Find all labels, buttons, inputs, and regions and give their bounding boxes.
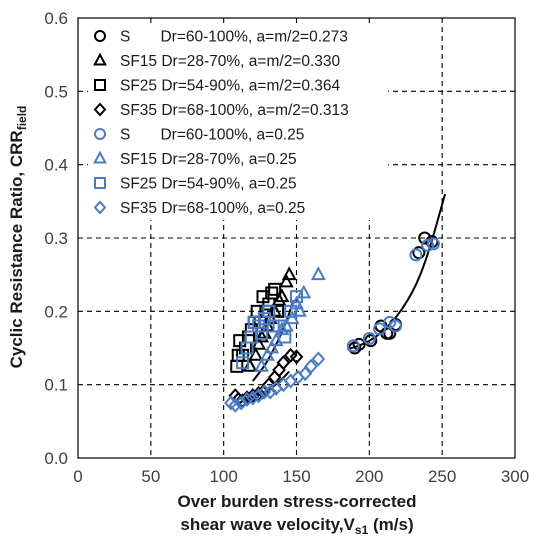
point-diamond-blue — [240, 391, 254, 407]
data-points — [224, 231, 440, 413]
point-triangle-blue — [264, 339, 280, 354]
y-tick-label: 0.1 — [44, 376, 68, 395]
y-tick-label: 0.3 — [44, 229, 68, 248]
point-triangle-blue — [278, 317, 294, 332]
point-diamond-blue — [251, 388, 266, 404]
legend-entry: S Dr=60-100%, a=0.25 — [120, 127, 304, 144]
point-square-black — [265, 286, 279, 300]
point-triangle-black — [281, 266, 297, 281]
point-circle-blue — [426, 237, 440, 251]
point-diamond-blue — [234, 395, 248, 411]
point-square-blue — [284, 304, 298, 318]
x-tick-label: 100 — [209, 467, 237, 486]
x-tick-label: 250 — [428, 467, 456, 486]
x-tick-labels: 0 50 100 150 200 250 300 — [73, 467, 529, 486]
legend-entry: SF35 Dr=68-100%, a=0.25 — [120, 200, 305, 217]
legend: S Dr=60-100%, a=m/2=0.273 SF15 Dr=28-70%,… — [88, 24, 388, 220]
point-triangle-blue — [310, 266, 326, 281]
legend-entry: SF15 Dr=28-70%, a=0.25 — [120, 151, 297, 168]
point-diamond-blue — [228, 397, 243, 413]
point-diamond-blue — [298, 366, 313, 382]
x-tick-label: 0 — [73, 467, 82, 486]
legend-marker-square-black — [94, 79, 106, 91]
legend-marker-triangle-blue — [93, 150, 107, 164]
point-circle-blue — [346, 339, 360, 353]
y-tick-label: 0.2 — [44, 302, 68, 321]
point-diamond-blue — [304, 358, 318, 374]
point-square-blue — [236, 356, 250, 370]
y-tick-label: 0.0 — [44, 449, 68, 468]
y-tick-label: 0.6 — [44, 9, 68, 28]
point-square-black — [268, 282, 282, 296]
point-triangle-blue — [259, 346, 275, 361]
y-tick-label: 0.5 — [44, 82, 68, 101]
point-square-black — [271, 304, 285, 318]
point-circle-black — [352, 337, 366, 351]
point-diamond-black — [276, 355, 291, 371]
point-triangle-black — [278, 273, 294, 288]
point-diamond-black — [289, 349, 304, 365]
point-diamond-blue — [245, 390, 260, 406]
point-circle-blue — [373, 322, 387, 336]
point-diamond-blue — [257, 384, 272, 400]
legend-entry: SF25 Dr=54-90%, a=m/2=0.364 — [120, 78, 341, 95]
point-square-blue — [262, 304, 276, 318]
point-circle-blue — [421, 238, 435, 252]
point-diamond-black — [251, 385, 266, 402]
point-triangle-black — [242, 357, 258, 372]
legend-marker-circle-blue — [94, 128, 106, 140]
y-tick-label: 0.4 — [44, 156, 68, 175]
legend-entry: SF35 Dr=68-100%, a=m/2=0.313 — [120, 102, 349, 119]
y-axis-title: Cyclic Resistance Ratio, CRRfield — [7, 106, 29, 369]
legend-entry: SF15 Dr=28-70%, a=m/2=0.330 — [120, 53, 341, 70]
y-tick-labels: 0.0 0.1 0.2 0.3 0.4 0.5 0.6 — [44, 9, 68, 468]
point-circle-blue — [409, 248, 423, 262]
legend-marker-square-blue — [94, 177, 106, 189]
point-triangle-blue — [254, 357, 269, 372]
point-square-blue — [257, 312, 271, 326]
point-diamond-black — [245, 388, 260, 404]
point-diamond-blue — [311, 351, 326, 367]
x-tick-label: 150 — [282, 467, 310, 486]
x-axis-title-line1: Over burden stress-corrected — [177, 492, 416, 511]
legend-marker-circle-black — [94, 30, 106, 42]
x-tick-label: 200 — [355, 467, 383, 486]
legend-marker-triangle-black — [93, 52, 107, 66]
legend-entry: S Dr=60-100%, a=m/2=0.273 — [120, 29, 348, 46]
point-circle-blue — [389, 319, 403, 333]
legend-marker-diamond-black — [93, 102, 107, 117]
plot-frame — [77, 17, 516, 459]
x-axis-title-line2: shear wave velocity,Vs1 (m/s) — [180, 515, 413, 537]
point-circle-black — [412, 246, 426, 260]
legend-entry: SF25 Dr=54-90%, a=0.25 — [120, 176, 297, 193]
point-square-blue — [255, 326, 269, 340]
x-tick-label: 50 — [141, 467, 160, 486]
legend-box — [88, 24, 388, 220]
point-square-black — [236, 348, 250, 362]
point-square-blue — [290, 290, 303, 304]
point-diamond-black — [272, 362, 286, 378]
x-tick-label: 300 — [501, 467, 529, 486]
point-diamond-blue — [263, 384, 278, 400]
point-circle-black — [418, 231, 432, 245]
point-square-blue — [278, 330, 292, 344]
legend-marker-diamond-blue — [93, 200, 107, 215]
point-circle-blue — [362, 331, 376, 345]
